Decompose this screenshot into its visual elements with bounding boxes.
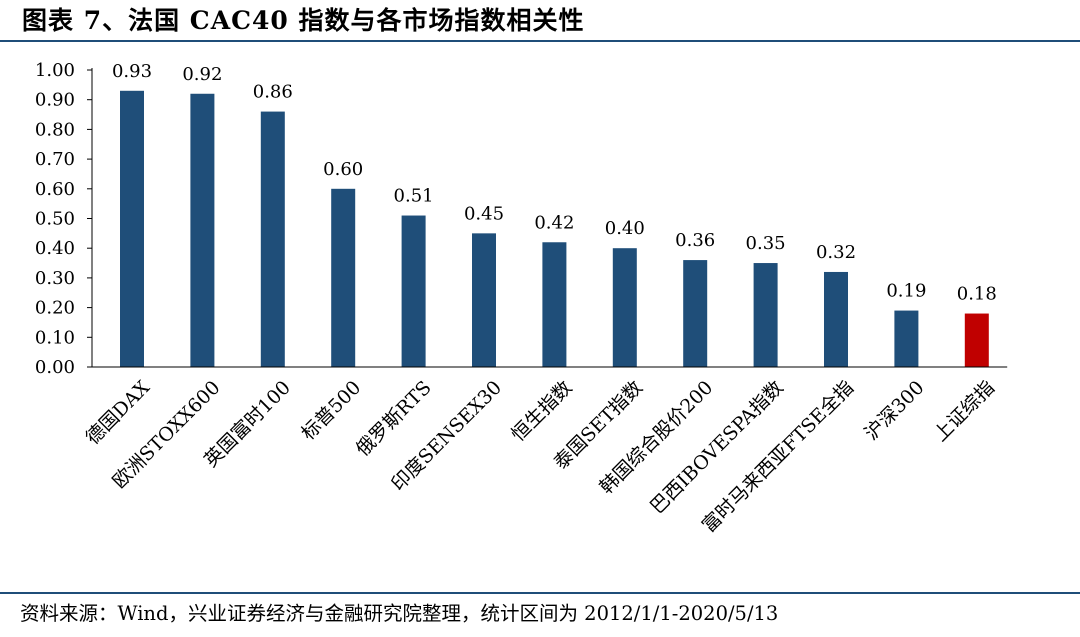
bar <box>331 188 356 367</box>
bar <box>542 242 567 367</box>
x-tick-label: 标普500 <box>297 377 365 445</box>
data-labels: 0.93 0.92 0.86 0.60 0.51 0.45 0.42 0.40 0.36 0.35… <box>112 61 997 305</box>
bars <box>120 90 989 367</box>
data-label: 0.92 <box>182 64 222 85</box>
bar <box>753 263 778 367</box>
x-tick-label: 上证综指 <box>930 377 999 446</box>
y-tick-label: 0.50 <box>35 209 75 230</box>
bar-chart: 0.00 0.10 0.20 0.30 0.40 0.50 0.60 0.70 0.80 0.90… <box>35 60 1008 537</box>
y-tick-label: 0.10 <box>35 327 75 348</box>
bar <box>683 260 708 367</box>
x-tick-label: 沪深300 <box>860 377 928 445</box>
data-label: 0.42 <box>534 212 574 233</box>
bar <box>472 233 496 367</box>
bar <box>964 313 989 367</box>
data-label: 0.45 <box>464 203 504 224</box>
y-tick-label: 1.00 <box>35 60 75 81</box>
bar <box>260 111 285 367</box>
data-label: 0.86 <box>253 82 293 103</box>
y-tick-label: 0.60 <box>35 179 75 200</box>
data-label: 0.36 <box>675 230 715 251</box>
data-label: 0.35 <box>746 233 786 254</box>
y-tick-label: 0.90 <box>35 90 75 111</box>
bar <box>190 93 215 367</box>
data-label: 0.32 <box>816 242 856 263</box>
source-rule <box>0 592 1080 594</box>
data-label: 0.19 <box>886 281 926 302</box>
bar <box>401 215 426 367</box>
title-rule <box>0 40 1080 42</box>
y-tick-label: 0.70 <box>35 149 75 170</box>
data-label: 0.51 <box>394 186 434 207</box>
data-label: 0.40 <box>605 218 645 239</box>
chart-title: 图表 7、法国 CAC40 指数与各市场指数相关性 <box>22 6 585 35</box>
y-axis: 0.00 0.10 0.20 0.30 0.40 0.50 0.60 0.70 0.80 0.90… <box>35 60 93 378</box>
bar <box>612 248 637 367</box>
bar <box>894 310 919 367</box>
y-tick-label: 0.20 <box>35 298 75 319</box>
bar <box>824 271 848 367</box>
y-tick-label: 0.00 <box>35 357 75 378</box>
y-tick-label: 0.40 <box>35 238 75 259</box>
source-note: 资料来源：Wind，兴业证券经济与金融研究院整理，统计区间为 2012/1/1-… <box>20 602 779 625</box>
y-tick-label: 0.30 <box>35 268 75 289</box>
x-tick-label: 德国DAX <box>82 376 155 449</box>
bar <box>120 90 144 367</box>
x-tick-label: 恒生指数 <box>507 377 576 446</box>
x-tick-label: 巴西IBOVESPA指数 <box>646 377 788 519</box>
y-tick-label: 0.80 <box>35 119 75 140</box>
data-label: 0.18 <box>957 284 997 305</box>
data-label: 0.60 <box>323 159 363 180</box>
data-label: 0.93 <box>112 61 152 82</box>
